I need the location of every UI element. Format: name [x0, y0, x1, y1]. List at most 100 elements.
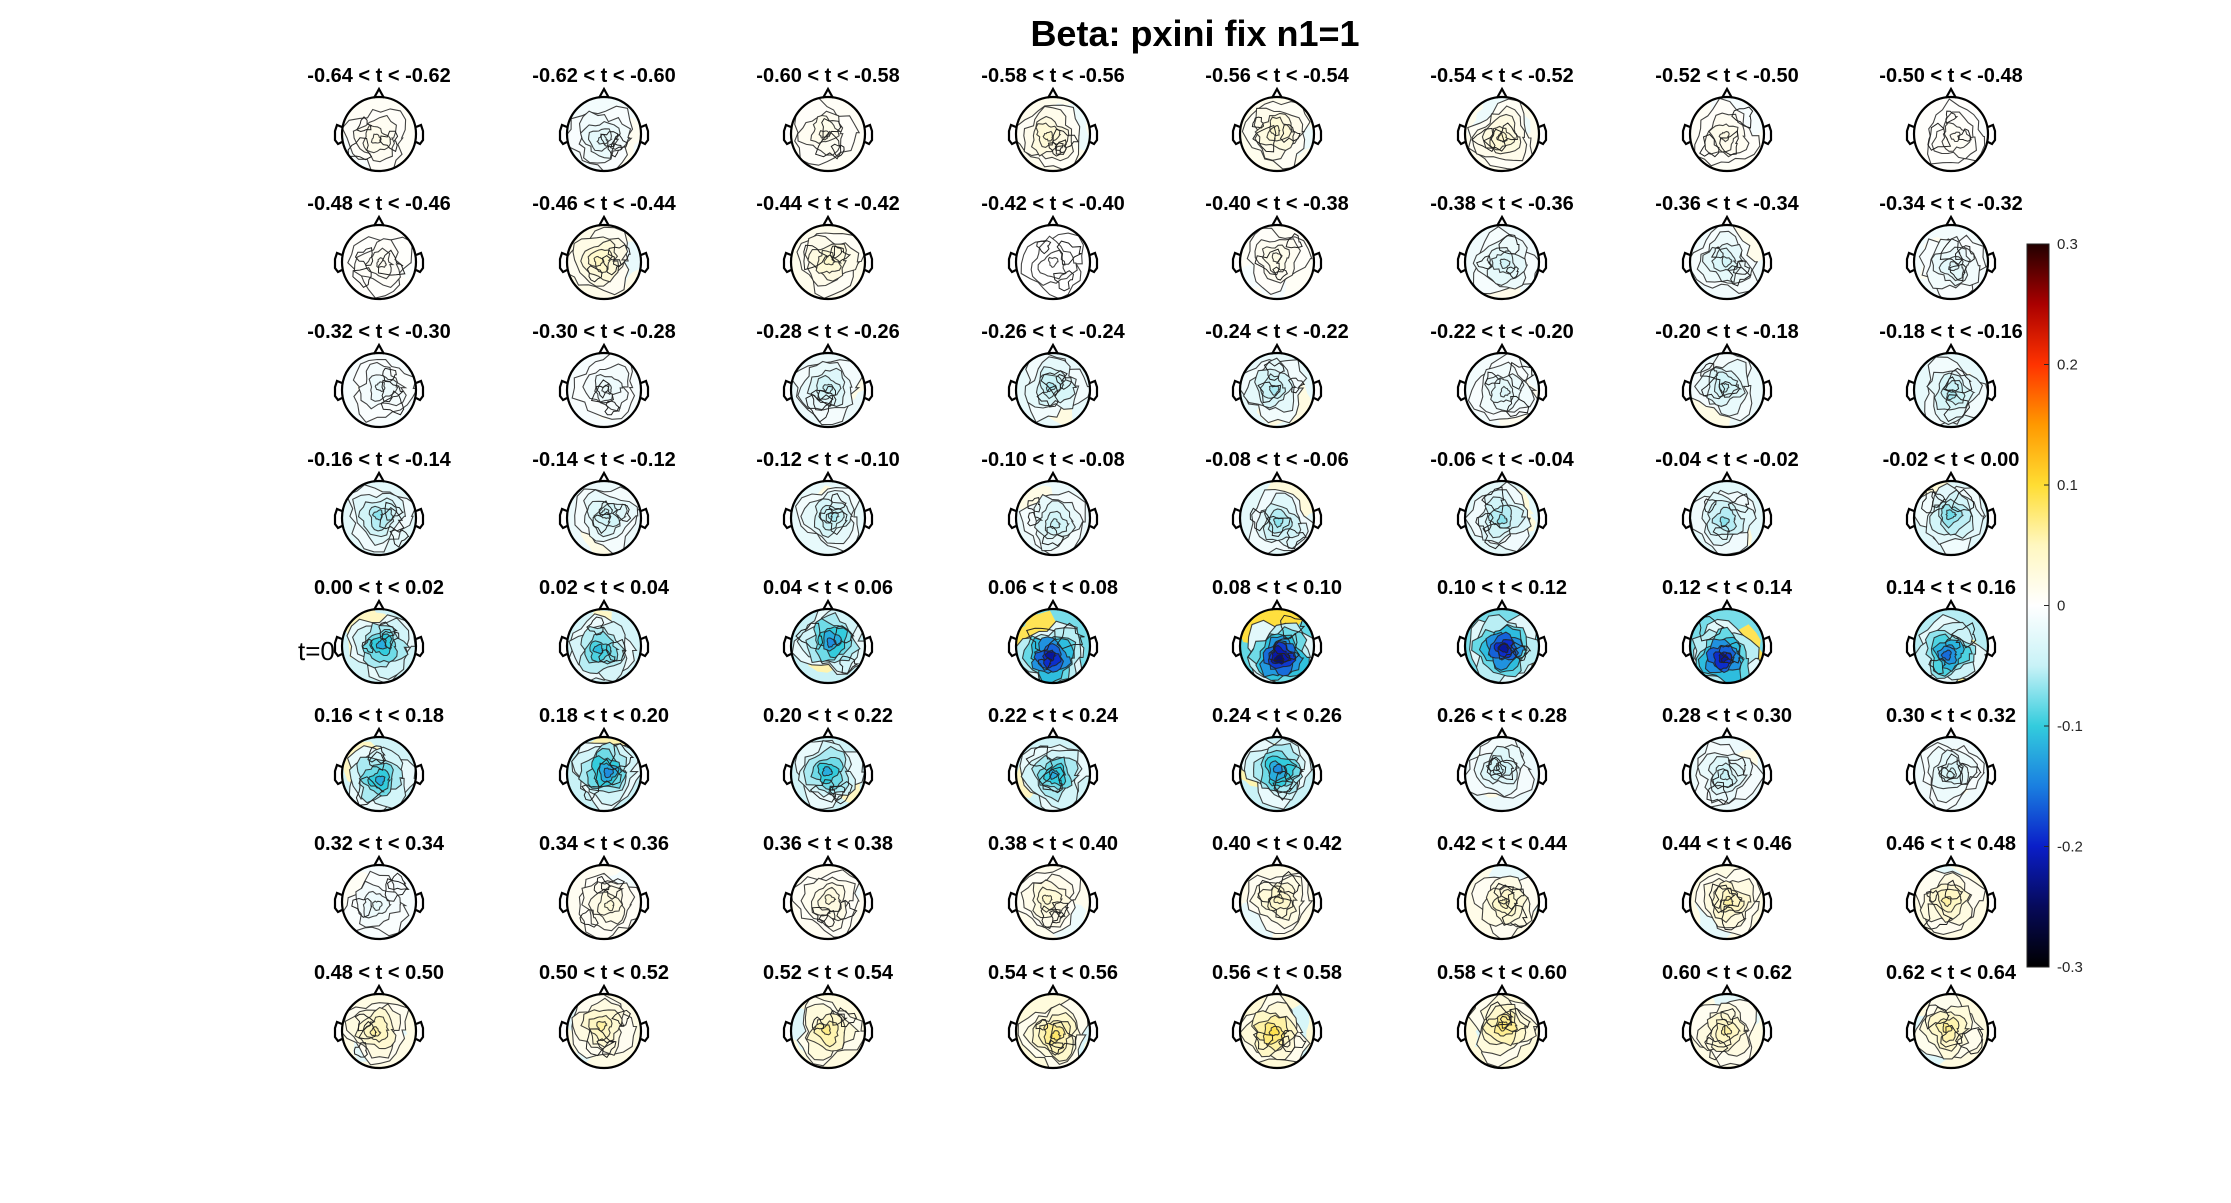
head-outline	[1238, 95, 1316, 173]
right-ear	[1987, 379, 1997, 402]
right-ear	[1538, 251, 1548, 274]
right-ear	[864, 891, 874, 914]
head-outline	[340, 479, 418, 557]
left-ear	[782, 635, 792, 658]
left-ear	[1231, 123, 1241, 146]
right-ear	[1313, 251, 1323, 274]
panel-title: 0.30 < t < 0.32	[1886, 705, 2016, 727]
topo-panel: 0.52 < t < 0.54	[763, 962, 894, 1070]
left-ear	[558, 763, 568, 786]
colorbar-tick-label: 0	[2057, 598, 2065, 615]
nose-marker	[1047, 854, 1059, 867]
topo-panel: 0.22 < t < 0.24	[988, 705, 1119, 813]
nose-marker	[1721, 86, 1733, 99]
topo-panel: 0.16 < t < 0.18	[314, 705, 444, 813]
panel-title: -0.06 < t < -0.04	[1430, 449, 1574, 471]
right-ear	[1538, 635, 1548, 658]
right-ear	[1987, 251, 1997, 274]
panel-title: -0.36 < t < -0.34	[1655, 193, 1799, 215]
nose-marker	[1271, 86, 1283, 99]
nose-marker	[1945, 86, 1957, 99]
panel-title: 0.46 < t < 0.48	[1886, 833, 2016, 855]
panel-title: -0.22 < t < -0.20	[1430, 321, 1573, 343]
topo-panel: 0.38 < t < 0.40	[988, 833, 1118, 941]
left-ear	[1681, 891, 1691, 914]
right-ear	[1313, 891, 1323, 914]
t0-marker-label: t=0	[298, 636, 335, 666]
nose-marker	[822, 598, 834, 611]
head-outline	[1912, 992, 1990, 1070]
right-ear	[640, 251, 650, 274]
right-ear	[415, 123, 425, 146]
topo-panel: 0.26 < t < 0.28	[1437, 705, 1567, 813]
panel-title: -0.46 < t < -0.44	[532, 193, 676, 215]
left-ear	[558, 1020, 568, 1043]
left-ear	[1905, 635, 1915, 658]
colorbar: 0.3 0.2 0.1 0 -0.1 -0.2 -0.3	[2026, 236, 2083, 976]
panel-title: -0.64 < t < -0.62	[307, 65, 450, 87]
left-ear	[1456, 1020, 1466, 1043]
topo-panel: 0.24 < t < 0.26	[1212, 705, 1342, 813]
topo-panel: -0.28 < t < -0.26	[756, 321, 900, 429]
left-ear	[1007, 379, 1017, 402]
topo-panel: 0.32 < t < 0.34	[314, 833, 445, 941]
topo-panel: 0.00 < t < 0.02	[314, 577, 444, 685]
right-ear	[1538, 507, 1548, 530]
nose-marker	[1047, 214, 1059, 227]
panel-title: -0.54 < t < -0.52	[1430, 65, 1573, 87]
right-ear	[1313, 379, 1323, 402]
head-outline	[340, 223, 418, 301]
left-ear	[1007, 251, 1017, 274]
topo-panel: 0.06 < t < 0.08	[988, 577, 1118, 685]
nose-marker	[373, 598, 385, 611]
head-outline	[565, 223, 643, 301]
panel-title: 0.54 < t < 0.56	[988, 962, 1118, 984]
panel-title: 0.08 < t < 0.10	[1212, 577, 1342, 599]
nose-marker	[822, 86, 834, 99]
topo-panel: -0.40 < t < -0.38	[1205, 193, 1349, 301]
panel-title: 0.12 < t < 0.14	[1662, 577, 1793, 599]
left-ear	[558, 635, 568, 658]
panel-title: 0.22 < t < 0.24	[988, 705, 1119, 727]
left-ear	[1456, 507, 1466, 530]
nose-marker	[1496, 726, 1508, 739]
left-ear	[1456, 379, 1466, 402]
right-ear	[1763, 507, 1773, 530]
panel-title: 0.62 < t < 0.64	[1886, 962, 2017, 984]
panel-title: -0.38 < t < -0.36	[1430, 193, 1573, 215]
panel-title: 0.60 < t < 0.62	[1662, 962, 1792, 984]
head-outline	[340, 863, 418, 941]
left-ear	[1007, 635, 1017, 658]
topo-panel: 0.20 < t < 0.22	[763, 705, 893, 813]
head-outline	[1463, 95, 1541, 173]
head-outline	[789, 992, 867, 1070]
left-ear	[1681, 379, 1691, 402]
left-ear	[782, 1020, 792, 1043]
nose-marker	[1496, 470, 1508, 483]
topo-panel: -0.38 < t < -0.36	[1430, 193, 1574, 301]
head-outline	[1688, 95, 1766, 173]
right-ear	[1089, 635, 1099, 658]
left-ear	[1681, 507, 1691, 530]
nose-marker	[1271, 342, 1283, 355]
right-ear	[1089, 379, 1099, 402]
head-outline	[1014, 607, 1092, 685]
panel-title: -0.26 < t < -0.24	[981, 321, 1125, 343]
topo-panel: -0.62 < t < -0.60	[532, 65, 676, 173]
head-outline	[789, 479, 867, 557]
panel-title: -0.58 < t < -0.56	[981, 65, 1124, 87]
left-ear	[1456, 123, 1466, 146]
panel-title: 0.02 < t < 0.04	[539, 577, 670, 599]
head-outline	[1238, 863, 1316, 941]
head-outline	[1912, 735, 1990, 813]
topo-panel: 0.40 < t < 0.42	[1212, 833, 1342, 941]
panel-title: -0.52 < t < -0.50	[1655, 65, 1798, 87]
head-outline	[789, 863, 867, 941]
head-outline	[1912, 607, 1990, 685]
right-ear	[640, 891, 650, 914]
right-ear	[1313, 763, 1323, 786]
left-ear	[558, 123, 568, 146]
topo-panel: -0.34 < t < -0.32	[1879, 193, 2023, 301]
panel-title: -0.10 < t < -0.08	[981, 449, 1124, 471]
nose-marker	[822, 342, 834, 355]
